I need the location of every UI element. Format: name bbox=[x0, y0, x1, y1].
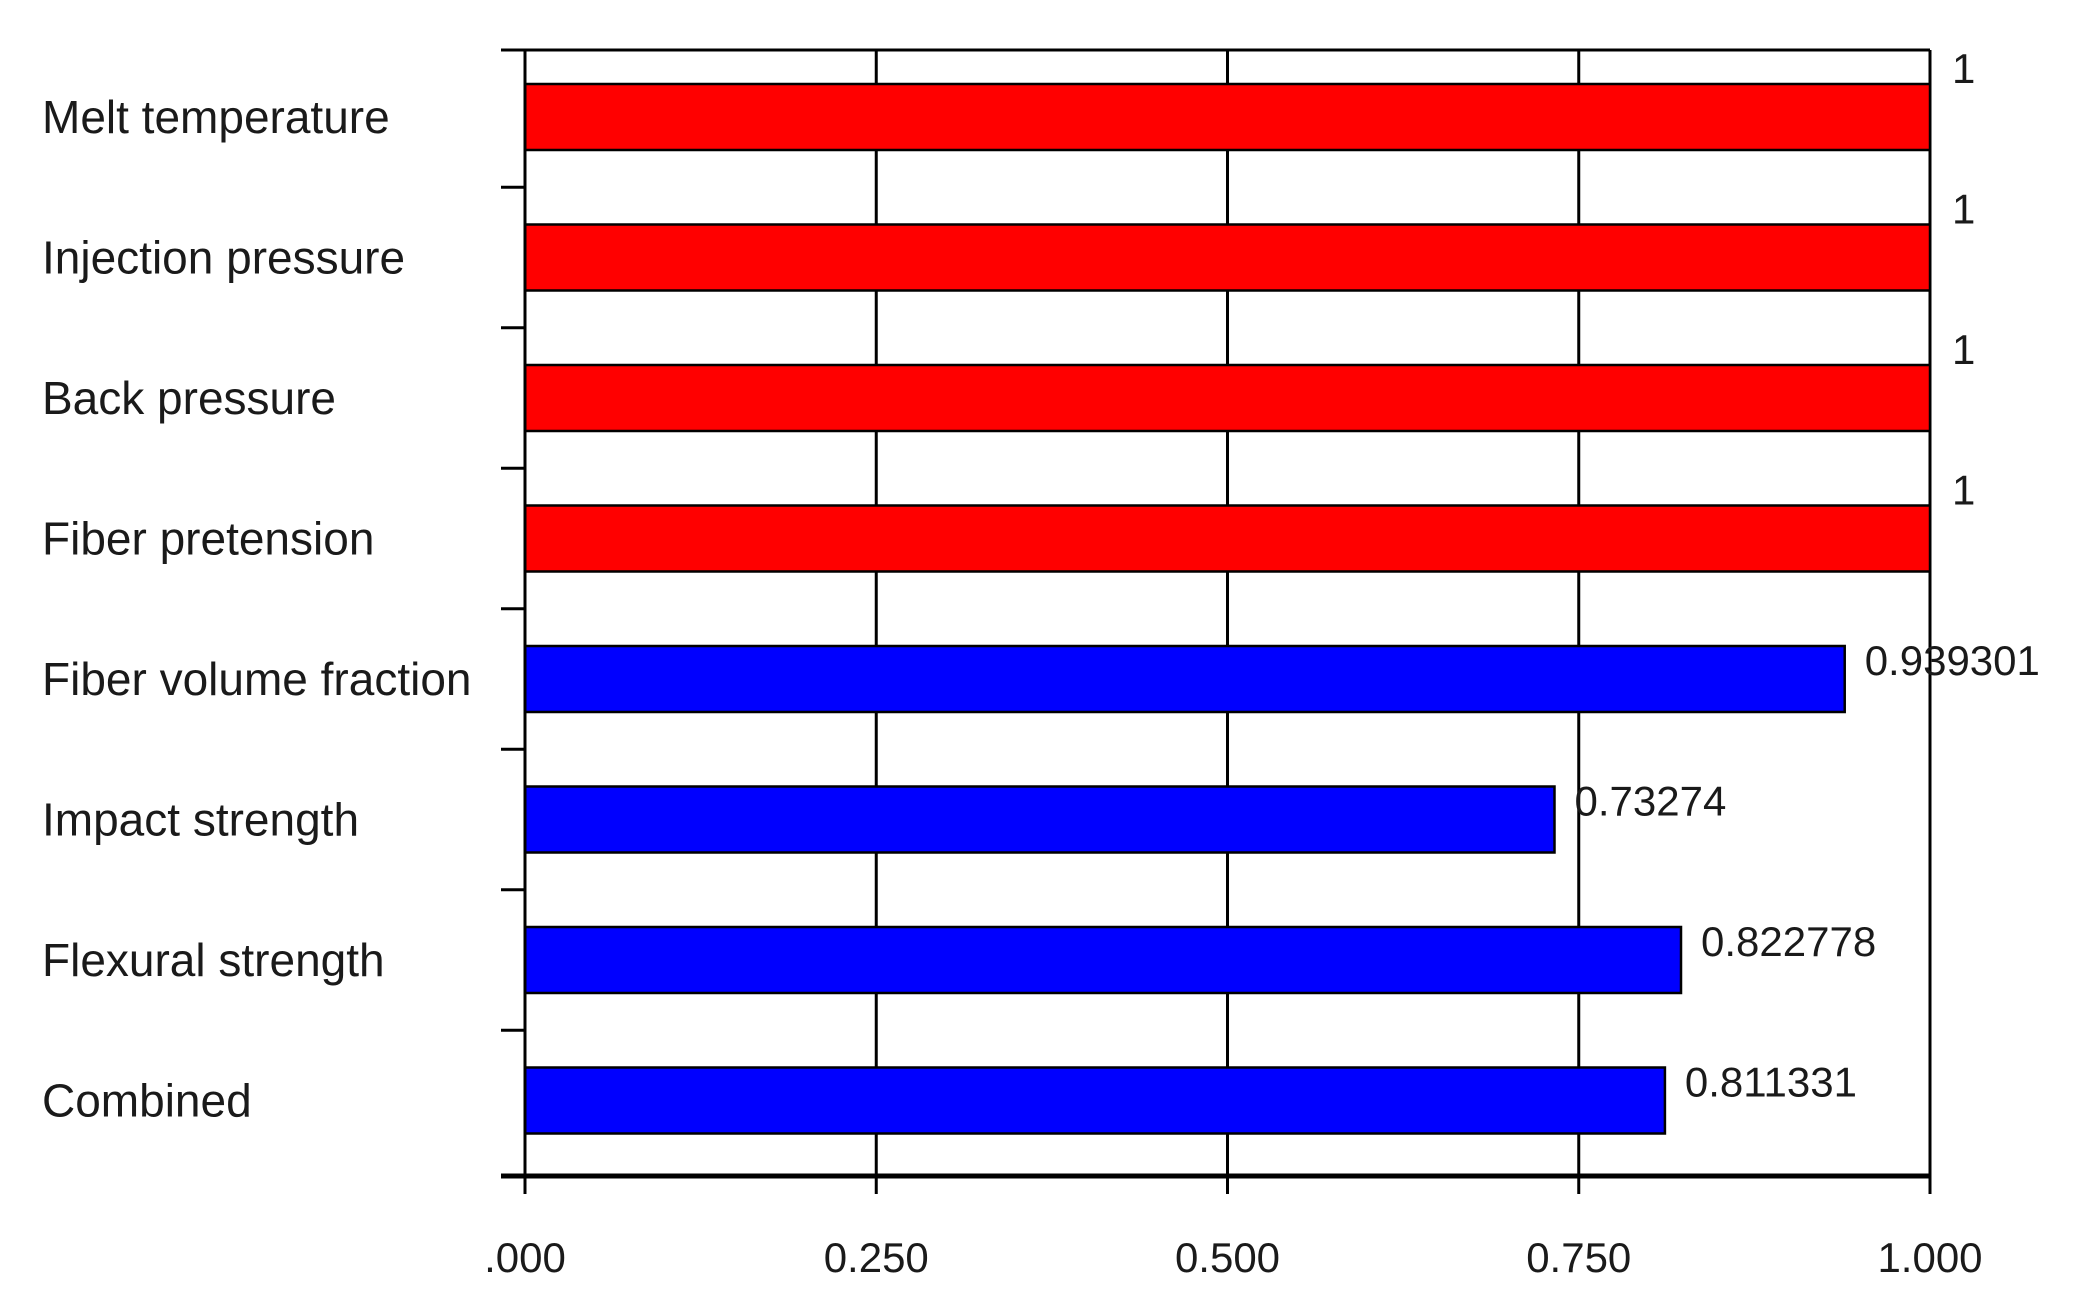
value-label-7: 0.811331 bbox=[1685, 1059, 1857, 1106]
x-tick-labels: .000 0.250 0.500 0.750 1.000 bbox=[484, 1234, 1982, 1281]
x-tick-label-3: 0.750 bbox=[1526, 1234, 1631, 1281]
bar-2 bbox=[523, 363, 1932, 433]
value-label-6: 0.822778 bbox=[1701, 918, 1876, 965]
x-tick-label-0: .000 bbox=[484, 1234, 566, 1281]
bar-3 bbox=[523, 504, 1932, 573]
category-label-0: Melt temperature bbox=[42, 91, 390, 143]
category-label-5: Impact strength bbox=[42, 794, 359, 846]
value-label-1: 1 bbox=[1952, 186, 1975, 233]
category-label-2: Back pressure bbox=[42, 372, 336, 424]
value-label-5: 0.73274 bbox=[1574, 778, 1726, 825]
axes bbox=[501, 48, 1932, 1194]
grid-lines bbox=[523, 50, 1932, 1176]
value-label-2: 1 bbox=[1952, 326, 1975, 373]
category-labels: Melt temperature Injection pressure Back p… bbox=[42, 91, 472, 1127]
value-label-4: 0.939301 bbox=[1865, 637, 2040, 684]
bar-5 bbox=[523, 785, 1556, 854]
category-label-1: Injection pressure bbox=[42, 232, 405, 284]
category-label-6: Flexural strength bbox=[42, 934, 385, 986]
value-labels: 1 1 1 1 0.939301 0.73274 0.822778 0.811331 bbox=[1574, 45, 2039, 1106]
bar-6 bbox=[523, 925, 1683, 995]
value-label-0: 1 bbox=[1952, 45, 1975, 92]
value-label-3: 1 bbox=[1952, 467, 1975, 514]
bar-7 bbox=[523, 1066, 1667, 1135]
x-tick-label-2: 0.500 bbox=[1175, 1234, 1280, 1281]
bar-4 bbox=[523, 644, 1846, 714]
x-tick-label-4: 1.000 bbox=[1877, 1234, 1982, 1281]
category-label-4: Fiber volume fraction bbox=[42, 653, 472, 705]
category-label-7: Combined bbox=[42, 1075, 252, 1127]
x-tick-label-1: 0.250 bbox=[824, 1234, 929, 1281]
category-label-3: Fiber pretension bbox=[42, 513, 374, 565]
bar-1 bbox=[523, 223, 1932, 292]
bar-0 bbox=[523, 82, 1932, 152]
